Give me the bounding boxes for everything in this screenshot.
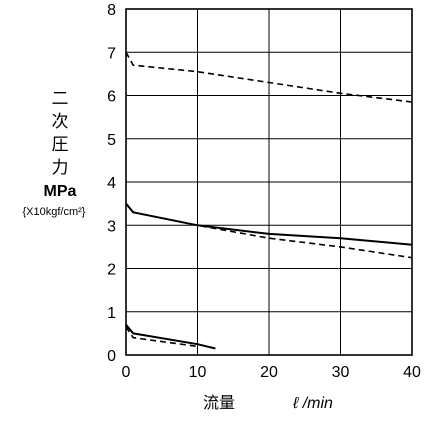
x-label-unit: ℓ /min (292, 395, 333, 412)
tick-labels: 0 1 2 3 4 5 6 7 8 0 10 20 30 40 (107, 2, 421, 381)
plot-frame (125, 8, 413, 356)
x-axis-label: 流量 ℓ /min (203, 393, 333, 412)
x-tick-label: 30 (332, 364, 350, 381)
y-tick-label: 7 (107, 45, 116, 62)
x-tick-label: 0 (122, 364, 131, 381)
dashed-series-line-5 (125, 326, 198, 348)
series-group (125, 51, 413, 350)
y-label-subunit: {X10kgf/cm²} (23, 206, 86, 218)
y-tick-label: 3 (107, 218, 116, 235)
y-tick-label: 4 (107, 175, 116, 192)
y-tick-label: 2 (107, 262, 116, 279)
y-tick-label: 8 (107, 2, 116, 19)
x-tick-label: 40 (403, 364, 421, 381)
solid-series-line-2 (125, 202, 413, 246)
y-label-char: 力 (52, 158, 69, 178)
y-label-char: 二 (52, 89, 69, 109)
y-tick-label: 0 (107, 348, 116, 365)
y-axis-label: 二 次 圧 力 MPa {X10kgf/cm²} (23, 89, 86, 218)
y-tick-label: 1 (107, 305, 116, 322)
x-tick-label: 20 (260, 364, 278, 381)
x-tick-label: 10 (189, 364, 207, 381)
y-tick-label: 6 (107, 89, 116, 106)
grid (126, 9, 412, 355)
dashed-series-line-1 (125, 51, 413, 103)
x-label-text: 流量 (203, 393, 235, 412)
solid-series-line-4 (125, 324, 216, 350)
y-label-char: 圧 (52, 135, 69, 155)
y-tick-label: 5 (107, 132, 116, 149)
dashed-series-line-3 (125, 203, 413, 259)
y-label-unit: MPa (44, 183, 77, 200)
y-label-char: 次 (52, 112, 69, 132)
